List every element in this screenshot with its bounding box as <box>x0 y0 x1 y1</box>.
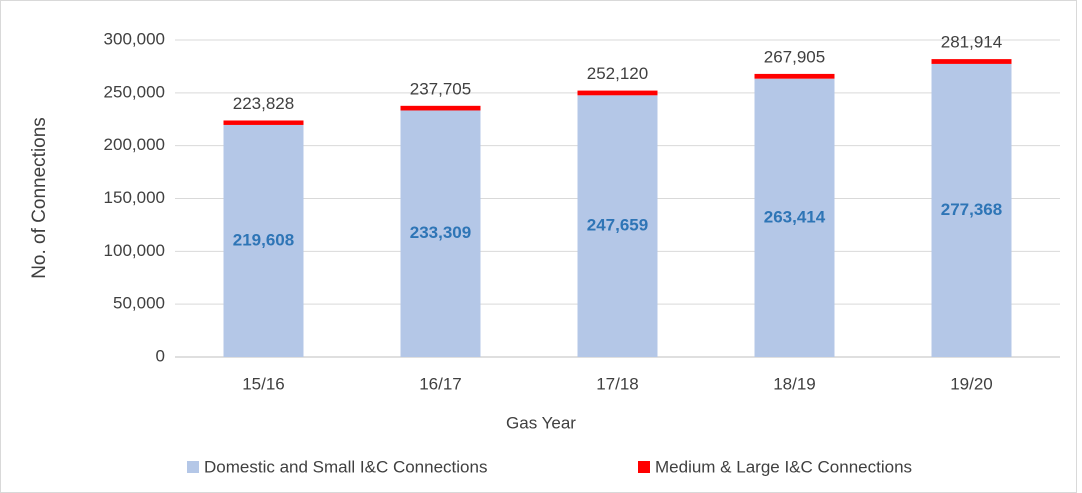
x-axis-title: Gas Year <box>506 413 576 432</box>
legend-label: Medium & Large I&C Connections <box>655 457 912 476</box>
y-tick-label: 50,000 <box>113 294 165 313</box>
bar-segment <box>577 90 658 96</box>
value-label: 263,414 <box>764 207 826 226</box>
legend-label: Domestic and Small I&C Connections <box>204 457 487 476</box>
bar-segment <box>400 110 481 357</box>
bar-segment <box>931 59 1012 64</box>
total-label: 237,705 <box>410 79 471 98</box>
total-label: 267,905 <box>764 47 825 66</box>
total-label: 252,120 <box>587 64 648 83</box>
y-tick-label: 100,000 <box>104 241 165 260</box>
bar-segment <box>223 120 304 125</box>
bar-segment <box>754 73 835 79</box>
total-label: 223,828 <box>233 94 294 113</box>
y-tick-label: 300,000 <box>104 29 165 48</box>
bar-segment <box>931 63 1012 357</box>
x-tick-label: 16/17 <box>419 374 462 393</box>
legend-swatch <box>638 461 650 473</box>
y-tick-label: 250,000 <box>104 82 165 101</box>
x-tick-label: 19/20 <box>950 374 993 393</box>
bar-segment <box>577 95 658 357</box>
total-label: 281,914 <box>941 33 1002 52</box>
y-axis-title: No. of Connections <box>29 117 50 279</box>
bar-segment <box>400 105 481 111</box>
y-tick-label: 200,000 <box>104 135 165 154</box>
bar-segment <box>754 78 835 357</box>
value-label: 233,309 <box>410 223 471 242</box>
bar-segment <box>223 124 304 358</box>
x-tick-label: 18/19 <box>773 374 816 393</box>
x-tick-label: 15/16 <box>242 374 285 393</box>
value-label: 247,659 <box>587 216 648 235</box>
x-tick-label: 17/18 <box>596 374 639 393</box>
y-tick-label: 150,000 <box>104 188 165 207</box>
value-label: 219,608 <box>233 230 294 249</box>
y-tick-label: 0 <box>156 346 165 365</box>
legend-swatch <box>187 461 199 473</box>
value-label: 277,368 <box>941 200 1002 219</box>
